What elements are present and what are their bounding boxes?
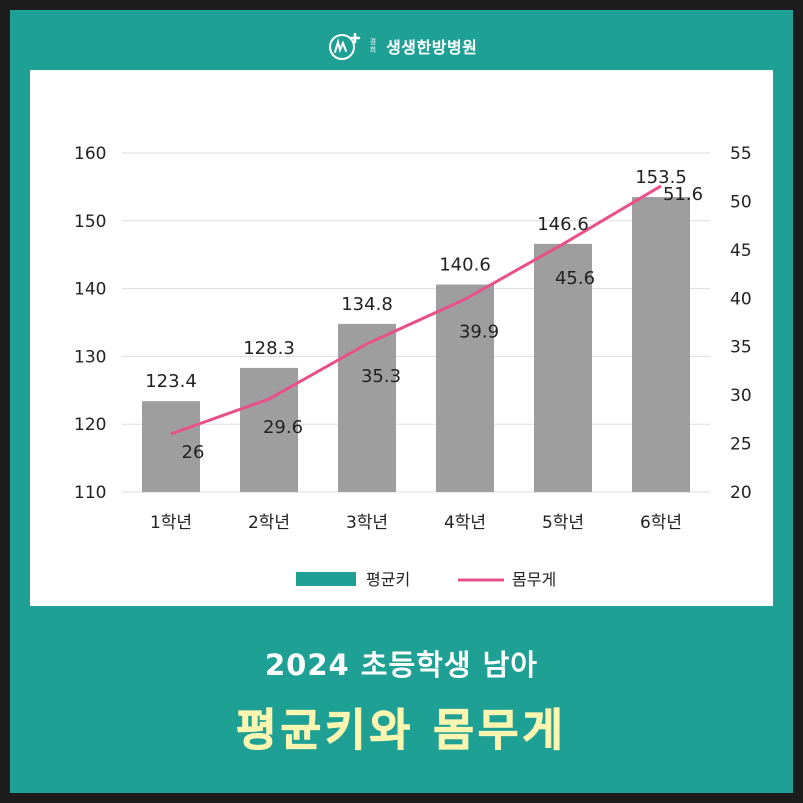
y-left-tick-label: 160 [74, 144, 106, 164]
line-data-label: 51.6 [663, 184, 703, 205]
x-tick-label: 1학년 [150, 513, 192, 533]
y-right-tick-label: 55 [730, 144, 752, 164]
poster-subtitle: 2024 초등학생 남아 [265, 648, 538, 682]
legend-label-weight: 몸무게 [512, 570, 556, 589]
x-tick-label: 2학년 [248, 513, 290, 533]
bar-data-label: 128.3 [243, 338, 295, 359]
bar-data-label: 140.6 [439, 255, 491, 276]
y-left-tick-label: 120 [74, 415, 106, 435]
bar-data-label: 146.6 [537, 214, 589, 235]
y-left-tick-label: 110 [74, 483, 106, 503]
combo-chart: 110 120 130 140 150 160 20 25 30 35 40 45 50 55 123.4 1… [74, 144, 752, 589]
weight-line [170, 184, 662, 436]
x-tick-label: 3학년 [346, 513, 388, 533]
poster-title: 평균키와 몸무게 [236, 705, 567, 757]
bar-data-label: 123.4 [145, 371, 197, 392]
y-left-tick-label: 130 [74, 347, 106, 367]
legend-swatch-height [296, 572, 356, 586]
bar [632, 197, 690, 492]
brand-header: 경 희 생생한방병원 [10, 28, 793, 64]
line-data-label: 45.6 [555, 268, 595, 289]
bar [534, 243, 592, 492]
y-right-tick-label: 35 [730, 338, 752, 358]
brand-small-top: 경 [369, 38, 377, 46]
poster-frame: 경 희 생생한방병원 110 120 130 140 150 160 20 25 30 35 40 4… [10, 10, 793, 793]
chart-panel: 110 120 130 140 150 160 20 25 30 35 40 45 50 55 123.4 1… [30, 70, 773, 606]
y-left-tick-label: 140 [74, 280, 106, 300]
x-tick-label: 5학년 [542, 513, 584, 533]
y-right-tick-label: 20 [730, 483, 752, 503]
legend-label-height: 평균키 [366, 570, 410, 589]
line-data-label: 26 [182, 442, 205, 463]
y-right-tick-label: 45 [730, 241, 752, 261]
line-data-label: 29.6 [263, 417, 303, 438]
brand-name: 생생한방병원 [386, 38, 478, 57]
line-data-label: 39.9 [459, 321, 499, 342]
y-right-tick-label: 50 [730, 192, 752, 212]
x-tick-label: 4학년 [444, 513, 486, 533]
y-right-tick-label: 25 [730, 435, 752, 455]
brand-small-bottom: 희 [369, 46, 377, 54]
bar [338, 323, 396, 492]
x-tick-label: 6학년 [640, 513, 682, 533]
bar [436, 284, 494, 492]
bar-data-label: 134.8 [341, 294, 393, 315]
y-right-tick-label: 40 [730, 289, 752, 309]
line-data-label: 35.3 [361, 366, 401, 387]
y-right-tick-label: 30 [730, 386, 752, 406]
bar-data-label: 153.5 [635, 167, 687, 188]
bar [142, 401, 200, 492]
y-left-tick-label: 150 [74, 212, 106, 232]
hospital-logo-icon [328, 32, 360, 60]
brand-small-text: 경 희 [370, 38, 376, 54]
